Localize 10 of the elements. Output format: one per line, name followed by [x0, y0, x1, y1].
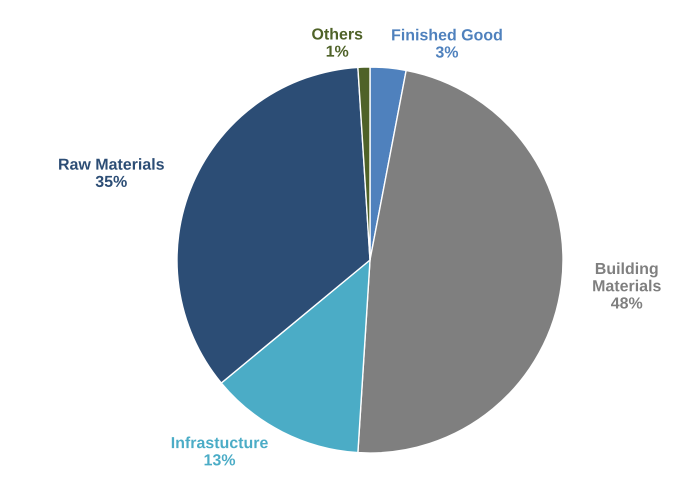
slice-label: Others	[312, 28, 362, 40]
slice-label: Finished Good	[392, 28, 502, 40]
slice-label: Infrastucture	[172, 436, 268, 448]
slice-label: Building Materials	[593, 262, 661, 292]
data-label: 3%	[436, 46, 458, 58]
data-label: 13%	[204, 454, 236, 466]
data-label: 1%	[326, 46, 348, 57]
slice-label: Raw Materials	[59, 158, 164, 170]
data-label: 35%	[96, 176, 127, 188]
data-label: 48%	[610, 297, 642, 309]
